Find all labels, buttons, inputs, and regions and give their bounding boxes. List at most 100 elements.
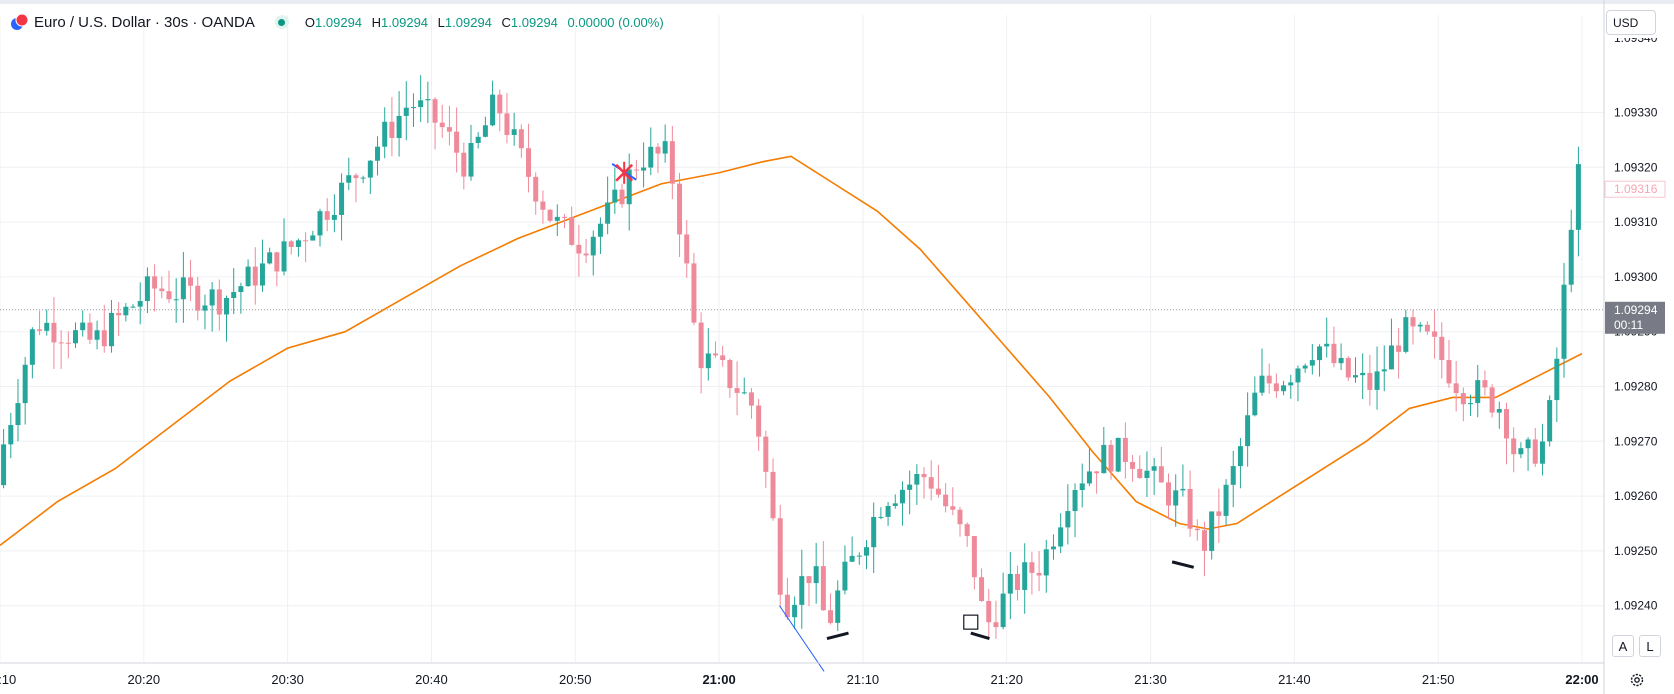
x-tick-label: 20:40 xyxy=(415,672,448,687)
candle-body xyxy=(1223,484,1229,516)
candle xyxy=(58,330,64,369)
y-tick-label: 1.09330 xyxy=(1614,106,1658,120)
candle-body xyxy=(1245,415,1251,447)
candle-body xyxy=(29,329,35,365)
candle xyxy=(238,282,244,314)
candle xyxy=(108,300,114,353)
candle-body xyxy=(44,322,50,331)
candle-body xyxy=(468,142,474,177)
candle-body xyxy=(389,121,395,139)
candle-body xyxy=(1295,368,1301,383)
candle-body xyxy=(1424,324,1430,332)
candle xyxy=(130,304,136,309)
candle-body xyxy=(360,177,366,179)
candle-body xyxy=(245,266,251,287)
candlesticks xyxy=(1,75,1581,639)
x-tick-label: 21:00 xyxy=(702,672,735,687)
candle xyxy=(1180,464,1186,497)
candle xyxy=(547,208,553,223)
candle xyxy=(375,136,381,176)
candle-body xyxy=(1273,383,1279,392)
candle-body xyxy=(921,474,927,478)
candle-body xyxy=(1432,331,1438,337)
market-status-icon[interactable] xyxy=(274,15,289,29)
candle xyxy=(1094,471,1100,494)
candle xyxy=(1554,347,1560,423)
candle xyxy=(73,322,79,348)
candle xyxy=(1122,422,1128,479)
ma-line xyxy=(0,155,1583,547)
candle xyxy=(1000,572,1006,630)
candle xyxy=(367,159,373,195)
candle-body xyxy=(1460,393,1466,405)
candle-body xyxy=(684,234,690,264)
candle-body xyxy=(1302,365,1308,369)
blue-trendline xyxy=(779,605,825,672)
x-tick-label: 20:20 xyxy=(128,672,161,687)
candle xyxy=(1158,446,1164,483)
log-scale-button[interactable]: L xyxy=(1639,635,1661,657)
candle xyxy=(1482,370,1488,396)
candle-body xyxy=(935,488,941,495)
candle-body xyxy=(1151,466,1157,471)
candle-body xyxy=(94,330,100,340)
chart-grid xyxy=(0,0,1674,662)
candle xyxy=(1166,473,1172,520)
candle-body xyxy=(432,99,438,123)
candle xyxy=(777,504,783,608)
candle-body xyxy=(410,107,416,109)
close-label: C xyxy=(501,14,511,30)
candle xyxy=(1,428,7,489)
candle-body xyxy=(1352,375,1358,378)
candle-body xyxy=(339,182,345,215)
candle xyxy=(15,379,21,442)
candle-body xyxy=(677,183,683,235)
candle-body xyxy=(267,252,273,264)
candle-body xyxy=(274,252,280,272)
x-tick-label: 20:50 xyxy=(559,672,592,687)
candle xyxy=(360,175,366,184)
candle xyxy=(935,464,941,498)
candle xyxy=(662,124,668,163)
candle xyxy=(1525,437,1531,471)
candle-body xyxy=(1468,403,1474,405)
candle-body xyxy=(87,322,93,340)
candle-body xyxy=(37,329,43,331)
currency-selector[interactable]: USD xyxy=(1606,10,1656,35)
candle xyxy=(1568,209,1574,293)
candle-body xyxy=(1575,164,1581,230)
low-value: 1.09294 xyxy=(444,14,492,30)
symbol-title[interactable]: Euro / U.S. Dollar · 30s · OANDA xyxy=(34,13,255,31)
candle xyxy=(446,105,452,146)
auto-scale-button[interactable]: A xyxy=(1612,635,1634,657)
low-label: L xyxy=(437,14,445,30)
candle-body xyxy=(957,509,963,525)
candle-body xyxy=(295,240,301,247)
candle xyxy=(346,157,352,191)
candle-body xyxy=(1503,409,1509,439)
candle xyxy=(1036,551,1042,592)
candle xyxy=(849,536,855,563)
candle xyxy=(835,580,841,632)
candle xyxy=(820,541,826,611)
candle-body xyxy=(1180,488,1186,491)
candle xyxy=(619,183,625,208)
candle-body xyxy=(80,322,86,331)
candle-body xyxy=(511,129,517,135)
candle xyxy=(1072,483,1078,538)
candle xyxy=(1223,479,1229,526)
candle xyxy=(475,132,481,149)
candle-body xyxy=(1209,511,1215,551)
candle xyxy=(712,341,718,358)
settings-gear-icon[interactable] xyxy=(1629,672,1645,688)
candle-body xyxy=(928,477,934,489)
candle-body xyxy=(777,518,783,595)
candle xyxy=(871,502,877,574)
candle-body xyxy=(396,115,402,139)
candle xyxy=(1151,457,1157,495)
candle xyxy=(720,345,726,367)
candle xyxy=(1079,463,1085,508)
candle-body xyxy=(108,312,114,347)
candle xyxy=(1245,392,1251,467)
